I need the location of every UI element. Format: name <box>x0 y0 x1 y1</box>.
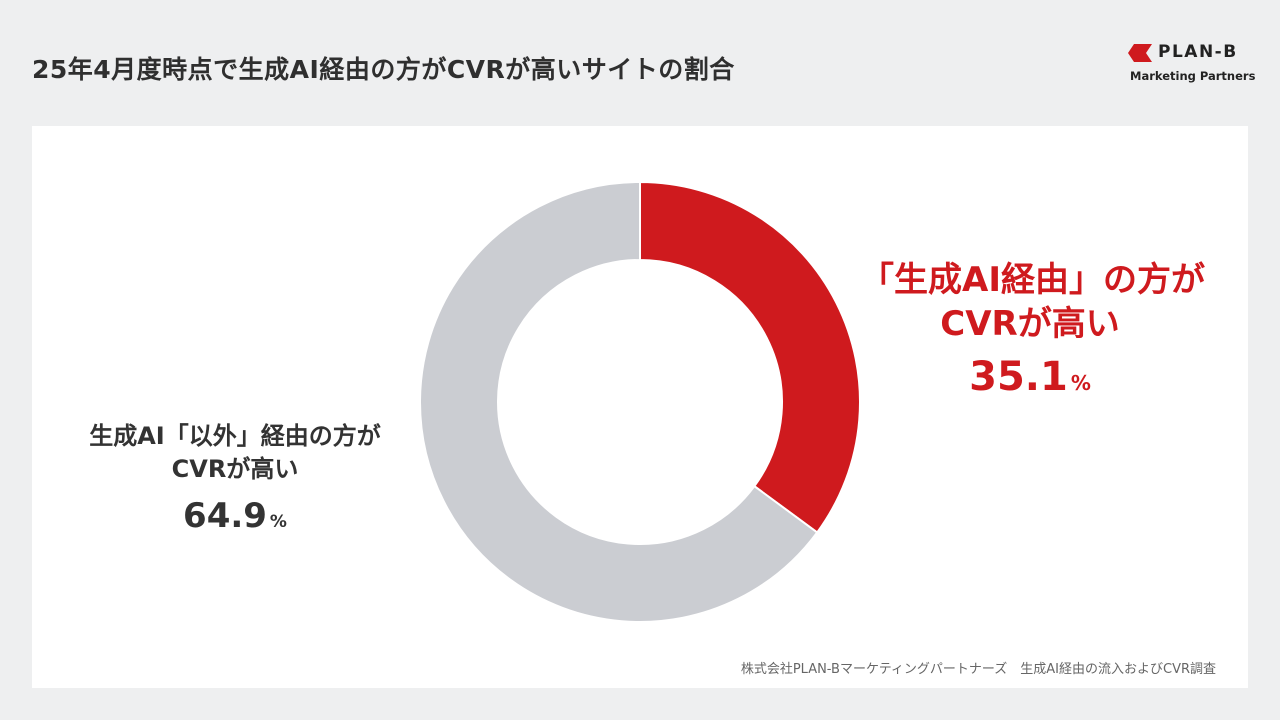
donut-slice-ai <box>639 182 860 534</box>
slice-label-other: 生成AI「以外」経由の方が CVRが高い 64.9% <box>60 420 410 542</box>
logo-subtitle: Marketing Partners <box>1130 69 1256 83</box>
slice-value-other-unit: % <box>269 512 287 532</box>
slice-value-other: 64.9% <box>60 496 410 542</box>
plan-b-logo-icon <box>1128 44 1152 62</box>
slice-label-other-line-1: 生成AI「以外」経由の方が <box>89 422 381 450</box>
source-note: 株式会社PLAN-Bマーケティングパートナーズ 生成AI経由の流入およびCVR調… <box>740 662 1216 677</box>
slice-label-other-line-2: CVRが高い <box>171 455 299 483</box>
slice-value-ai: 35.1% <box>860 354 1200 406</box>
slice-value-ai-unit: % <box>1070 371 1091 395</box>
slice-label-ai: 「生成AI経由」の方が CVRが高い 35.1% <box>860 258 1205 406</box>
logo-name: PLAN-B <box>1158 42 1238 62</box>
slice-value-other-number: 64.9 <box>183 496 267 536</box>
donut-slice-other <box>420 182 819 622</box>
slice-value-ai-number: 35.1 <box>969 354 1068 400</box>
slice-label-ai-line-1: 「生成AI経由」の方が <box>860 260 1205 300</box>
page-title: 25年4月度時点で生成AI経由の方がCVRが高いサイトの割合 <box>32 55 735 84</box>
slice-label-ai-line-2: CVRが高い <box>940 304 1120 344</box>
donut-chart <box>420 182 860 622</box>
company-logo: PLAN-B Marketing Partners <box>1128 42 1256 88</box>
